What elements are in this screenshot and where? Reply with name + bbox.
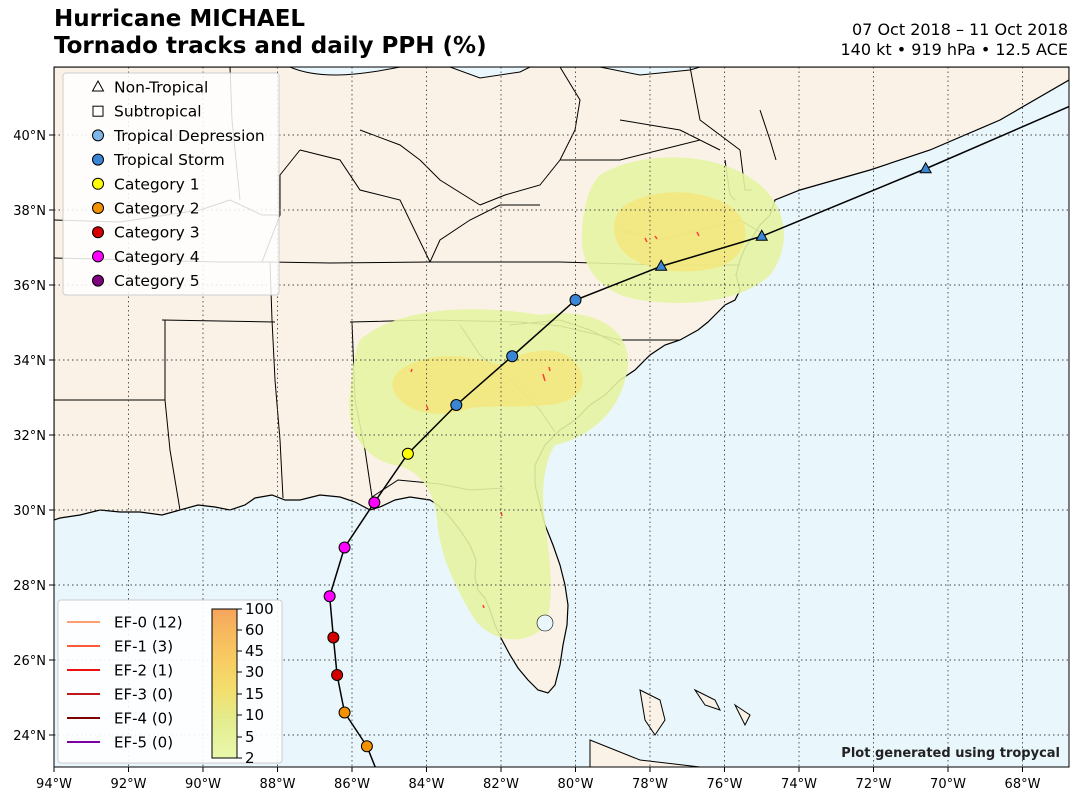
lon-tick-label: 80°W	[558, 777, 594, 792]
category-legend-box	[62, 72, 280, 296]
lat-tick-label: 34°N	[13, 354, 46, 369]
lon-tick-label: 82°W	[483, 777, 519, 792]
lat-tick-label: 36°N	[13, 279, 46, 294]
lat-tick-label: 24°N	[13, 729, 46, 744]
track-point	[327, 631, 340, 644]
lon-tick-label: 86°W	[334, 777, 370, 792]
track-point	[401, 447, 414, 460]
ef-legend-label: EF-5 (0)	[114, 734, 173, 752]
legend-marker-circle	[92, 177, 104, 190]
colorbar-tick-label: 5	[245, 728, 255, 746]
title-storm-name: Hurricane MICHAEL	[54, 6, 306, 32]
colorbar-tick-label: 60	[245, 621, 264, 639]
lat-tick-label: 38°N	[13, 204, 46, 219]
category-legend: Non-Tropical Subtropical Tropical Depressi…	[62, 72, 280, 296]
date-range: 07 Oct 2018 – 11 Oct 2018	[852, 20, 1068, 39]
track-point	[368, 496, 381, 509]
legend-label: Category 2	[114, 200, 200, 218]
lon-tick-label: 74°W	[781, 777, 817, 792]
legend-marker-triangle	[91, 79, 105, 92]
chart-title: Hurricane MICHAEL Tornado tracks and dai…	[54, 6, 487, 60]
lat-tick-label: 26°N	[13, 654, 46, 669]
legend-marker-circle	[92, 202, 104, 214]
track-point	[506, 350, 519, 363]
track-point	[338, 541, 351, 554]
lake	[449, 67, 531, 79]
lon-tick-label: 76°W	[707, 777, 743, 792]
legend-label: Category 4	[114, 248, 200, 266]
legend-marker-circle	[92, 226, 104, 239]
storm-track-line	[328, 168, 926, 747]
lat-tick-label: 40°N	[13, 129, 46, 144]
track-point	[360, 740, 373, 753]
track-point-non-tropical	[654, 259, 668, 271]
legend-label: Category 1	[114, 175, 200, 193]
legend-label: Category 3	[114, 224, 200, 242]
ef-legend-label: EF-4 (0)	[114, 710, 173, 728]
track-point	[338, 706, 351, 719]
longitude-labels: 94°W 92°W 90°W 88°W 86°W 84°W 82°W 80°W 78°W 76°W…	[36, 767, 1041, 792]
track-point	[450, 399, 463, 411]
legend-marker-square	[92, 105, 104, 117]
pph-colorbar	[211, 608, 238, 759]
track-point-non-tropical	[919, 161, 932, 174]
legend-label: Subtropical	[114, 103, 202, 121]
colorbar-tick-label: 10	[245, 706, 264, 724]
colorbar-tick-label: 100	[245, 600, 274, 618]
lake	[289, 67, 401, 76]
ef-legend-label: EF-3 (0)	[114, 686, 173, 704]
colorbar-tick-label: 15	[245, 685, 264, 703]
title-description: Tornado tracks and daily PPH (%)	[54, 33, 487, 59]
legend-label: Category 5	[114, 272, 200, 290]
colorbar-tick-label: 30	[245, 663, 264, 681]
legend-label: Non-Tropical	[114, 79, 208, 97]
ef-legend-label: EF-2 (1)	[114, 662, 173, 680]
ef-legend-label: EF-0 (12)	[114, 614, 183, 632]
track-point-non-tropical	[755, 229, 769, 241]
lat-tick-label: 32°N	[13, 429, 46, 444]
lat-tick-label: 30°N	[13, 504, 46, 519]
legend-marker-circle	[92, 250, 104, 263]
ef-legend: EF-0 (12) EF-1 (3) EF-2 (1) EF-3 (0) EF-4 (0…	[57, 599, 283, 767]
track-point	[323, 590, 336, 603]
lon-tick-label: 94°W	[36, 777, 72, 792]
ef-legend-label: EF-1 (3)	[114, 638, 173, 656]
storm-track-markers	[323, 161, 932, 753]
lon-tick-label: 90°W	[185, 777, 221, 792]
legend-marker-circle	[92, 129, 104, 142]
lon-tick-label: 88°W	[260, 777, 296, 792]
islands	[589, 688, 751, 767]
lake-okeechobee	[536, 614, 554, 632]
lon-tick-label: 68°W	[1005, 777, 1041, 792]
lon-tick-label: 72°W	[856, 777, 892, 792]
storm-stats: 140 kt • 919 hPa • 12.5 ACE	[840, 40, 1068, 59]
colorbar-tick-label: 2	[245, 749, 255, 767]
map-frame	[53, 66, 1070, 768]
colorbar-tick-label: 45	[245, 642, 264, 660]
latitude-labels: 40°N 38°N 36°N 34°N 32°N 30°N 28°N 26°N 24°N	[13, 129, 54, 744]
lat-tick-label: 28°N	[13, 579, 46, 594]
plot-credit: Plot generated using tropycal	[841, 746, 1060, 761]
storm-info: 07 Oct 2018 – 11 Oct 2018 140 kt • 919 h…	[840, 20, 1068, 60]
legend-marker-circle	[92, 153, 104, 166]
legend-label: Tropical Storm	[113, 151, 225, 169]
track-point	[331, 669, 344, 681]
pph-contours	[349, 157, 784, 640]
lon-tick-label: 84°W	[409, 777, 445, 792]
colorbar-ticks: 100 60 45 30 15 10 5 2	[237, 600, 274, 767]
lake	[599, 67, 701, 76]
lon-tick-label: 70°W	[930, 777, 966, 792]
legend-marker-circle	[92, 274, 104, 287]
legend-label: Tropical Depression	[113, 127, 265, 145]
lon-tick-label: 92°W	[111, 777, 147, 792]
track-point	[569, 294, 582, 306]
lon-tick-label: 78°W	[632, 777, 668, 792]
